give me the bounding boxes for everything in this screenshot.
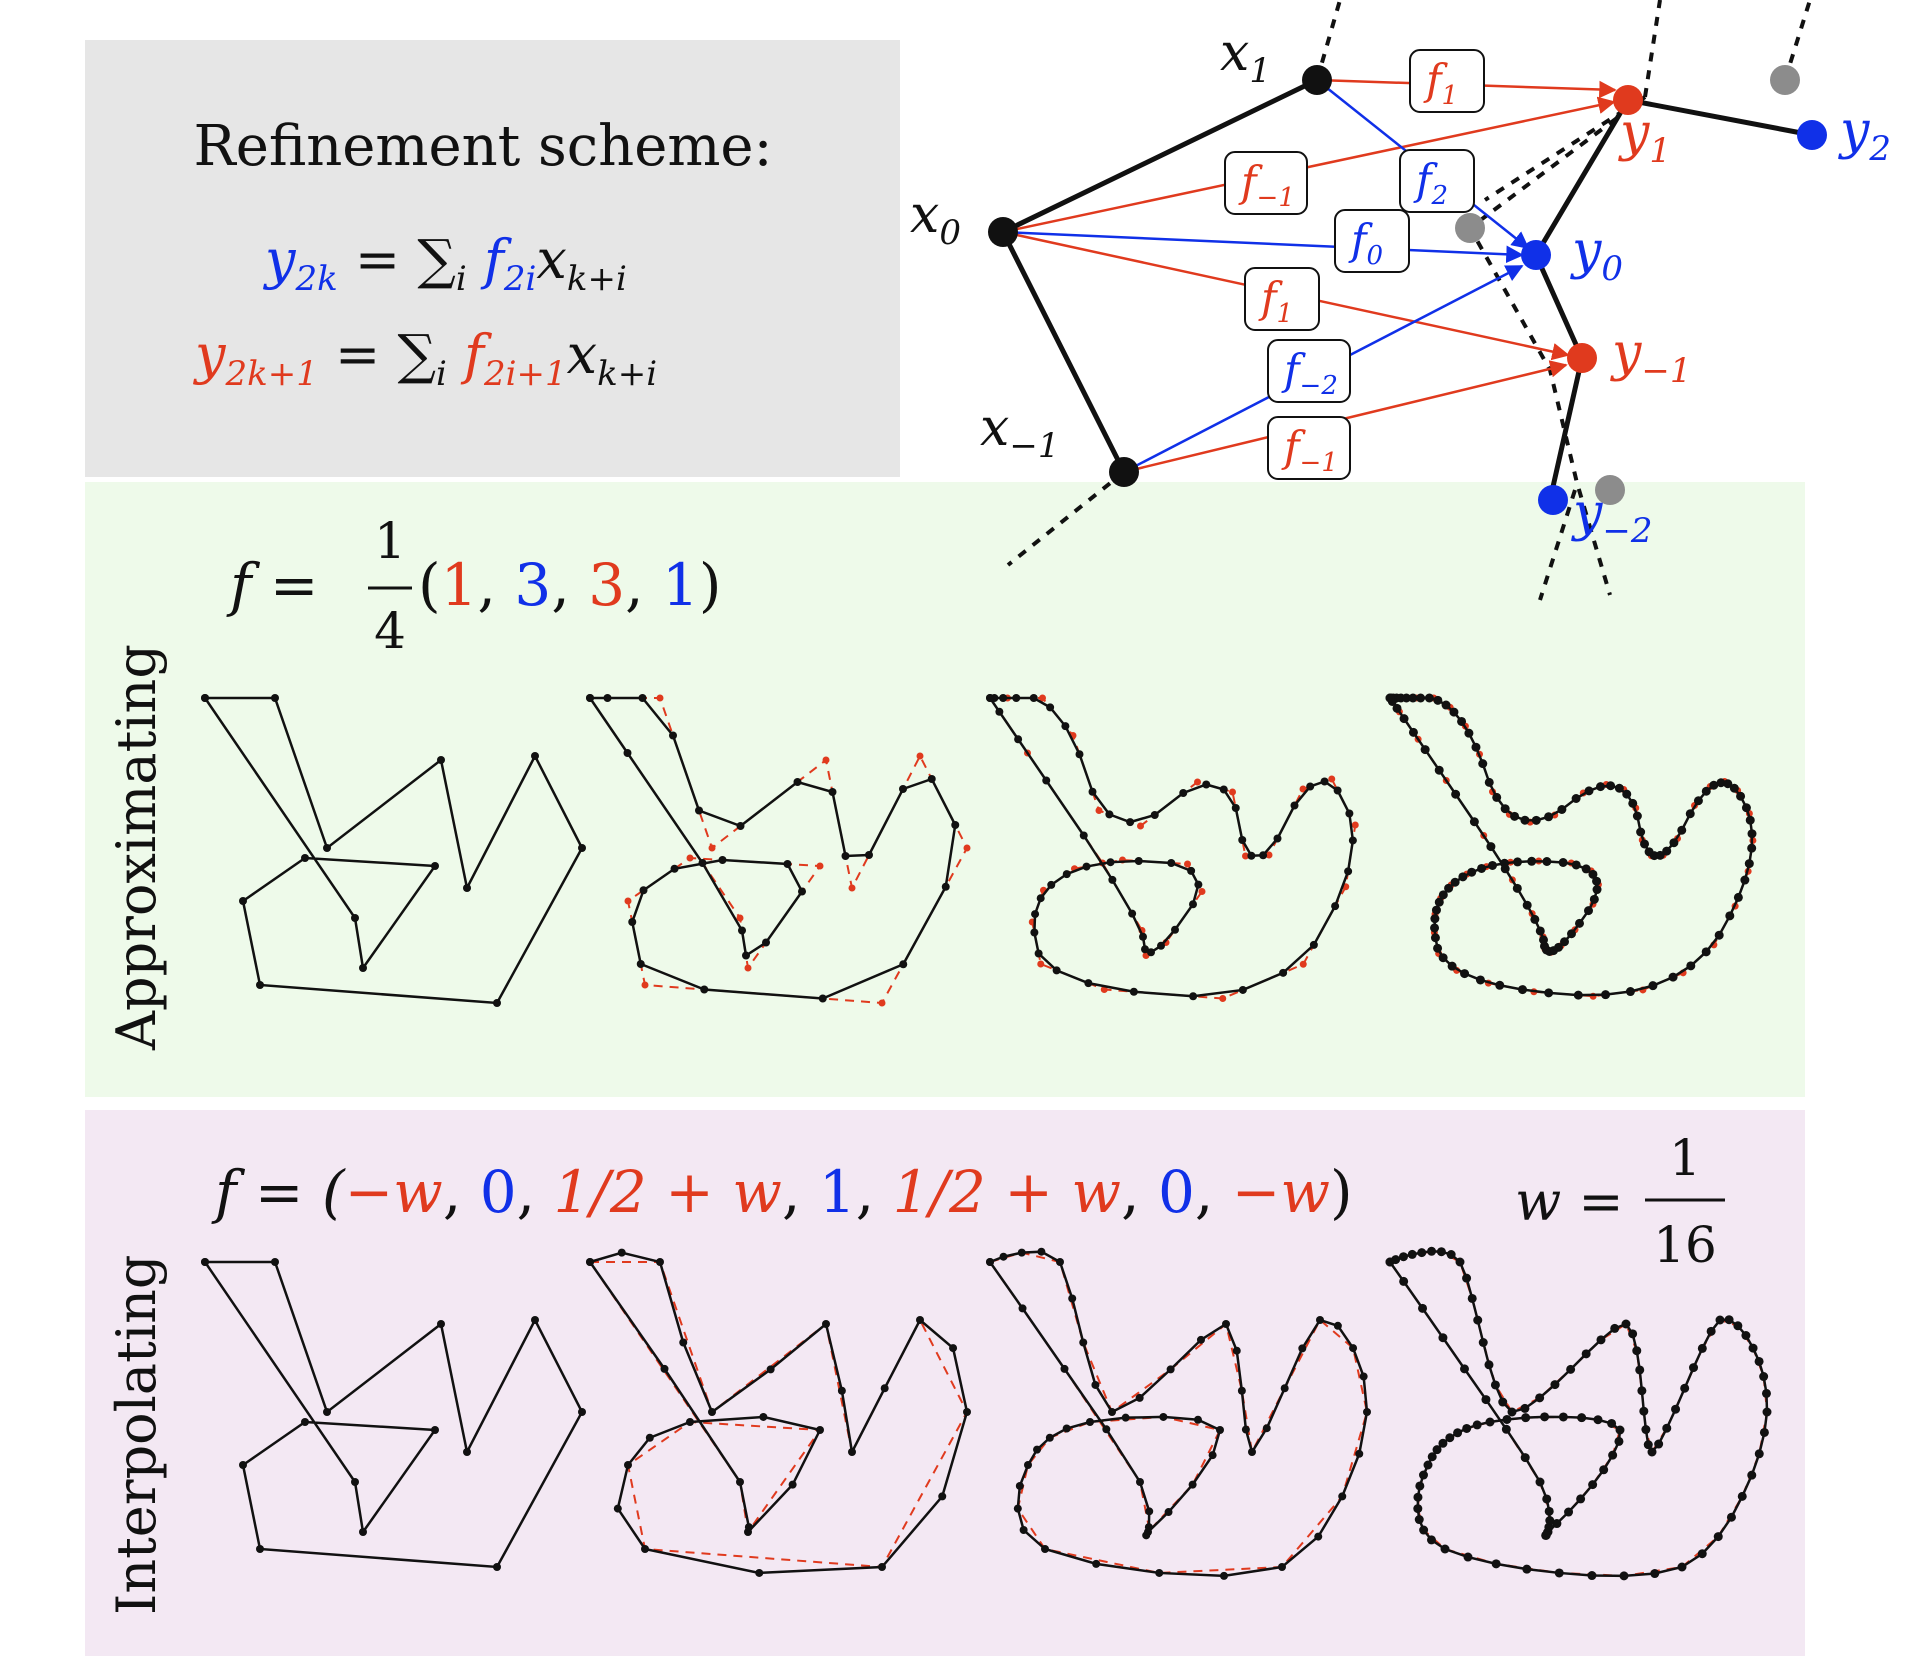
w-frac-den: 16 — [1653, 1216, 1717, 1274]
gray-point — [1770, 65, 1800, 95]
fine-point-ym2 — [1538, 485, 1568, 515]
approx-formula: f = — [226, 551, 319, 619]
label-x0: x0 — [910, 185, 961, 253]
subdivision-curve — [986, 694, 1359, 1002]
coefficient-box: f1 — [1244, 267, 1320, 331]
approx-frac-num: 1 — [374, 512, 406, 570]
coarse-point-xm1 — [1109, 457, 1139, 487]
label-xm1: x−1 — [980, 398, 1059, 466]
coarse-point-x1 — [1302, 65, 1332, 95]
subdivision-curve — [586, 694, 971, 1007]
approximating-panel — [85, 482, 1805, 1097]
dashed-line — [1006, 470, 1126, 567]
w-frac-num: 1 — [1669, 1129, 1701, 1187]
coefficient-box: f2 — [1399, 149, 1475, 213]
approx-side-label: Approximating — [105, 644, 168, 1051]
subdivision-curve — [201, 1258, 586, 1571]
coarse-point-x0 — [988, 217, 1018, 247]
fine-point-y1 — [1613, 85, 1643, 115]
dashed-line — [1483, 98, 1642, 202]
fine-point-y2 — [1797, 120, 1827, 150]
dashed-line — [1315, 0, 1342, 81]
coefficient-box: f−2 — [1267, 339, 1351, 403]
coefficient-box: f1 — [1409, 49, 1485, 113]
interpolating-panel — [85, 1110, 1805, 1656]
label-x1: x1 — [1220, 23, 1271, 91]
label-y1: y1 — [1618, 103, 1671, 171]
fine-point-y0 — [1521, 240, 1551, 270]
subdivision-curve — [1385, 1246, 1772, 1581]
approx-frac-den: 4 — [374, 602, 406, 660]
gray-point — [1595, 475, 1625, 505]
label-ym1: y−1 — [1610, 323, 1692, 391]
scheme-title: Refinement scheme: — [194, 114, 773, 179]
gray-point — [1455, 213, 1485, 243]
dashed-line — [1538, 489, 1577, 601]
approx-coeffs: (1, 3, 3, 1) — [418, 551, 722, 619]
coefficient-box: f0 — [1334, 209, 1410, 273]
label-y0: y0 — [1570, 221, 1623, 289]
coefficient-box: f−1 — [1224, 151, 1308, 215]
interp-side-label: Interpolating — [105, 1255, 168, 1615]
weight-arrow — [1002, 96, 1616, 234]
interp-formula: f = (−w, 0, 1/2 + w, 1, 1/2 + w, 0, −w) — [211, 1158, 1353, 1226]
coefficient-label: f−2 — [1281, 345, 1338, 401]
label-y2: y2 — [1838, 101, 1891, 169]
fine-point-ym1 — [1567, 343, 1597, 373]
subdivision-curve — [986, 1247, 1371, 1580]
label-ym2: y−2 — [1571, 483, 1653, 551]
coefficient-box: f−1 — [1267, 416, 1351, 480]
dashed-line — [1783, 0, 1812, 81]
fine-polygon — [1533, 97, 1813, 501]
dashed-line — [1643, 0, 1662, 98]
scheme-panel — [85, 40, 900, 477]
weight-arrow — [1002, 230, 1524, 264]
subdivision-curve — [1385, 693, 1757, 1000]
subdivision-curve — [586, 1248, 971, 1577]
subdivision-curve — [201, 694, 586, 1007]
w-formula: w = — [1515, 1170, 1624, 1233]
